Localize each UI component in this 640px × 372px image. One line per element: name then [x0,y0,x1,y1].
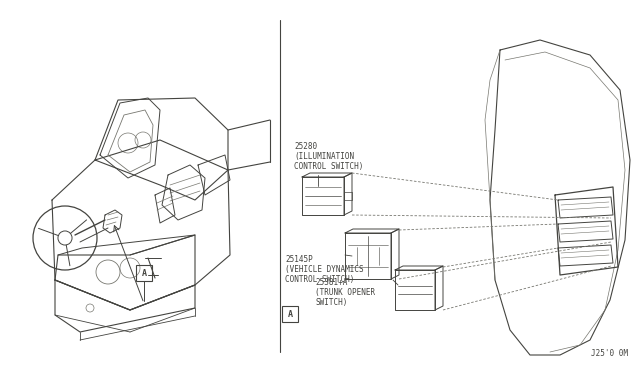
Text: SWITCH): SWITCH) [315,298,348,307]
Text: 25381+A: 25381+A [315,278,348,287]
Text: 25145P: 25145P [285,255,313,264]
Text: A: A [141,269,147,278]
Text: (ILLUMINATION: (ILLUMINATION [294,152,354,161]
Bar [136,265,152,282]
Text: CONTROL SWITCH): CONTROL SWITCH) [285,275,355,284]
Text: (TRUNK OPENER: (TRUNK OPENER [315,288,375,297]
Text: 25280: 25280 [294,142,317,151]
Text: J25'0 0M: J25'0 0M [591,349,628,358]
Text: (VEHICLE DYNAMICS: (VEHICLE DYNAMICS [285,265,364,274]
Text: A: A [287,310,292,319]
Text: CONTROL SWITCH): CONTROL SWITCH) [294,162,364,171]
Bar [282,306,298,323]
